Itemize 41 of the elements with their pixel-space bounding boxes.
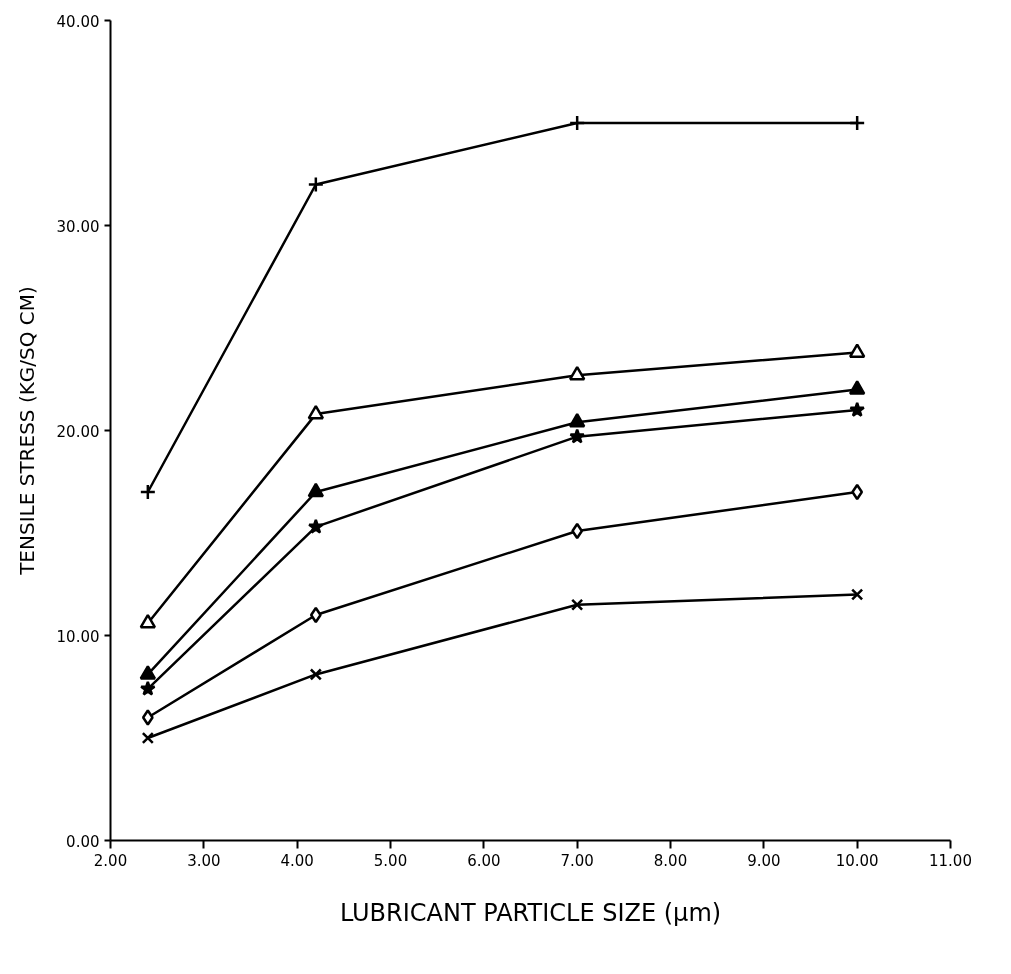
point — [139, 613, 157, 629]
point — [309, 606, 322, 624]
y-tick-label: 30.00 — [56, 217, 100, 236]
point — [139, 483, 157, 501]
x-axis-title: LUBRICANT PARTICLE SIZE (μm) — [339, 898, 722, 927]
point — [307, 176, 325, 193]
y-tick-label: 0.00 — [66, 832, 100, 851]
y-tick-label: 10.00 — [56, 627, 100, 646]
x-tick-label: 8.00 — [653, 851, 688, 870]
point — [307, 482, 325, 498]
y-tick-label: 20.00 — [56, 422, 100, 441]
x-tick-label: 9.00 — [747, 851, 781, 870]
point — [571, 522, 584, 540]
point — [848, 114, 866, 132]
point — [309, 668, 323, 681]
point — [848, 380, 866, 395]
point — [568, 114, 586, 132]
point — [569, 428, 586, 444]
x-tick-label: 3.00 — [187, 851, 221, 870]
point — [848, 343, 866, 358]
point — [849, 401, 866, 417]
point — [307, 518, 324, 534]
x-tick-label: 11.00 — [929, 851, 972, 870]
x-tick-label: 4.00 — [280, 851, 314, 870]
point — [141, 731, 155, 745]
point — [139, 680, 156, 696]
point — [850, 588, 864, 601]
point — [141, 709, 154, 726]
x-tick-label: 7.00 — [560, 851, 594, 870]
point — [139, 665, 157, 680]
point — [568, 365, 586, 381]
point — [851, 483, 864, 501]
point — [570, 598, 584, 611]
x-tick-label: 6.00 — [467, 851, 501, 870]
y-axis-title: TENSILE STRESS (KG/SQ CM) — [14, 286, 39, 576]
point — [568, 412, 586, 428]
y-tick-label: 40.00 — [56, 12, 100, 31]
x-tick-label: 2.00 — [93, 851, 128, 870]
point — [307, 404, 325, 420]
x-tick-label: 5.00 — [373, 851, 408, 870]
x-tick-label: 10.00 — [835, 851, 879, 870]
